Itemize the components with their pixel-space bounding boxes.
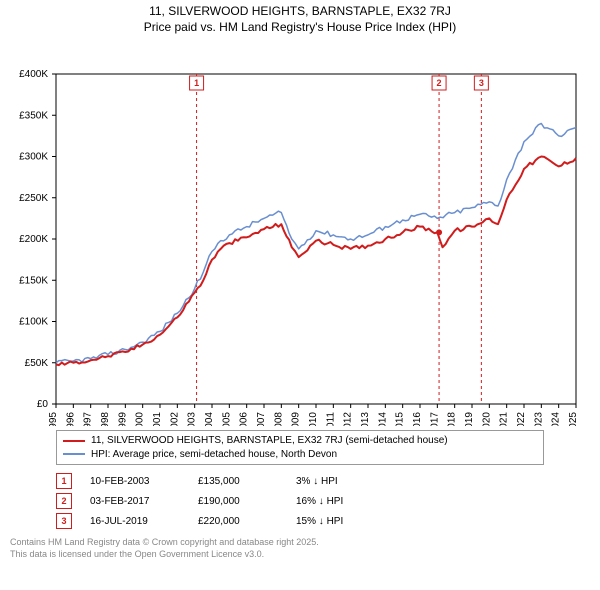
- sale-date: 16-JUL-2019: [90, 516, 180, 527]
- attribution-text: Contains HM Land Registry data © Crown c…: [10, 537, 590, 560]
- svg-text:£350K: £350K: [19, 110, 48, 121]
- svg-text:£150K: £150K: [19, 275, 48, 286]
- sale-row: 1 10-FEB-2003 £135,000 3% ↓ HPI: [56, 471, 544, 491]
- svg-text:2005: 2005: [221, 412, 232, 426]
- legend-item: HPI: Average price, semi-detached house,…: [63, 448, 537, 462]
- svg-text:2009: 2009: [291, 412, 302, 426]
- sale-row: 2 03-FEB-2017 £190,000 16% ↓ HPI: [56, 491, 544, 511]
- svg-text:2013: 2013: [360, 412, 371, 426]
- line-chart-svg: £0 £50K £100K £150K £200K £250K £300K £350K £400…: [0, 34, 600, 426]
- legend-label: HPI: Average price, semi-detached house,…: [91, 448, 337, 462]
- legend-swatch: [63, 453, 85, 455]
- chart-legend: 11, SILVERWOOD HEIGHTS, BARNSTAPLE, EX32…: [56, 430, 544, 465]
- svg-text:2014: 2014: [377, 412, 388, 426]
- sale-hpi-diff: 16% ↓ HPI: [296, 496, 386, 507]
- sale-price: £190,000: [198, 496, 278, 507]
- svg-text:£0: £0: [37, 399, 49, 410]
- svg-text:2016: 2016: [412, 412, 423, 426]
- sale-row: 3 16-JUL-2019 £220,000 15% ↓ HPI: [56, 511, 544, 531]
- svg-text:2001: 2001: [152, 412, 163, 426]
- svg-text:2025: 2025: [568, 412, 579, 426]
- legend-item: 11, SILVERWOOD HEIGHTS, BARNSTAPLE, EX32…: [63, 434, 537, 448]
- svg-text:£300K: £300K: [19, 152, 48, 163]
- attribution-line2: This data is licensed under the Open Gov…: [10, 549, 590, 561]
- svg-text:2003: 2003: [187, 412, 198, 426]
- svg-text:2011: 2011: [325, 412, 336, 426]
- svg-text:1995: 1995: [48, 412, 59, 426]
- svg-text:£100K: £100K: [19, 317, 48, 328]
- chart-title-subtitle: Price paid vs. HM Land Registry's House …: [0, 20, 600, 34]
- svg-text:2012: 2012: [343, 412, 354, 426]
- svg-text:1998: 1998: [100, 412, 111, 426]
- svg-text:2015: 2015: [395, 412, 406, 426]
- svg-text:1: 1: [194, 78, 199, 88]
- svg-text:1999: 1999: [117, 412, 128, 426]
- attribution-line1: Contains HM Land Registry data © Crown c…: [10, 537, 590, 549]
- sale-marker-number: 2: [56, 493, 72, 509]
- sales-table: 1 10-FEB-2003 £135,000 3% ↓ HPI 2 03-FEB-2017…: [56, 471, 544, 531]
- svg-text:2018: 2018: [447, 412, 458, 426]
- svg-text:2007: 2007: [256, 412, 267, 426]
- chart-container: { "titles": { "line1": "11, SILVERWOOD H…: [0, 0, 600, 590]
- legend-label: 11, SILVERWOOD HEIGHTS, BARNSTAPLE, EX32…: [91, 434, 448, 448]
- sale-marker-number: 3: [56, 513, 72, 529]
- svg-text:2004: 2004: [204, 412, 215, 426]
- svg-text:2000: 2000: [135, 412, 146, 426]
- svg-text:2022: 2022: [516, 412, 527, 426]
- chart-plot-area: £0 £50K £100K £150K £200K £250K £300K £350K £400…: [0, 34, 600, 426]
- svg-text:£250K: £250K: [19, 193, 48, 204]
- sale-date: 03-FEB-2017: [90, 496, 180, 507]
- sale-date: 10-FEB-2003: [90, 476, 180, 487]
- svg-text:2002: 2002: [169, 412, 180, 426]
- svg-text:£50K: £50K: [25, 358, 49, 369]
- sale-hpi-diff: 15% ↓ HPI: [296, 516, 386, 527]
- chart-title-address: 11, SILVERWOOD HEIGHTS, BARNSTAPLE, EX32…: [0, 4, 600, 18]
- svg-text:1997: 1997: [83, 412, 94, 426]
- svg-text:2006: 2006: [239, 412, 250, 426]
- svg-text:2020: 2020: [481, 412, 492, 426]
- sale-hpi-diff: 3% ↓ HPI: [296, 476, 386, 487]
- svg-text:2021: 2021: [499, 412, 510, 426]
- svg-text:2: 2: [437, 78, 442, 88]
- svg-text:3: 3: [479, 78, 484, 88]
- sale-price: £135,000: [198, 476, 278, 487]
- svg-text:2010: 2010: [308, 412, 319, 426]
- svg-text:£400K: £400K: [19, 69, 48, 80]
- svg-text:1996: 1996: [65, 412, 76, 426]
- sale-price: £220,000: [198, 516, 278, 527]
- legend-swatch: [63, 440, 85, 442]
- svg-text:2024: 2024: [551, 412, 562, 426]
- svg-text:2017: 2017: [429, 412, 440, 426]
- svg-text:2008: 2008: [273, 412, 284, 426]
- svg-text:2019: 2019: [464, 412, 475, 426]
- svg-text:£200K: £200K: [19, 234, 48, 245]
- svg-text:2023: 2023: [533, 412, 544, 426]
- chart-titles: 11, SILVERWOOD HEIGHTS, BARNSTAPLE, EX32…: [0, 0, 600, 34]
- sale-marker-number: 1: [56, 473, 72, 489]
